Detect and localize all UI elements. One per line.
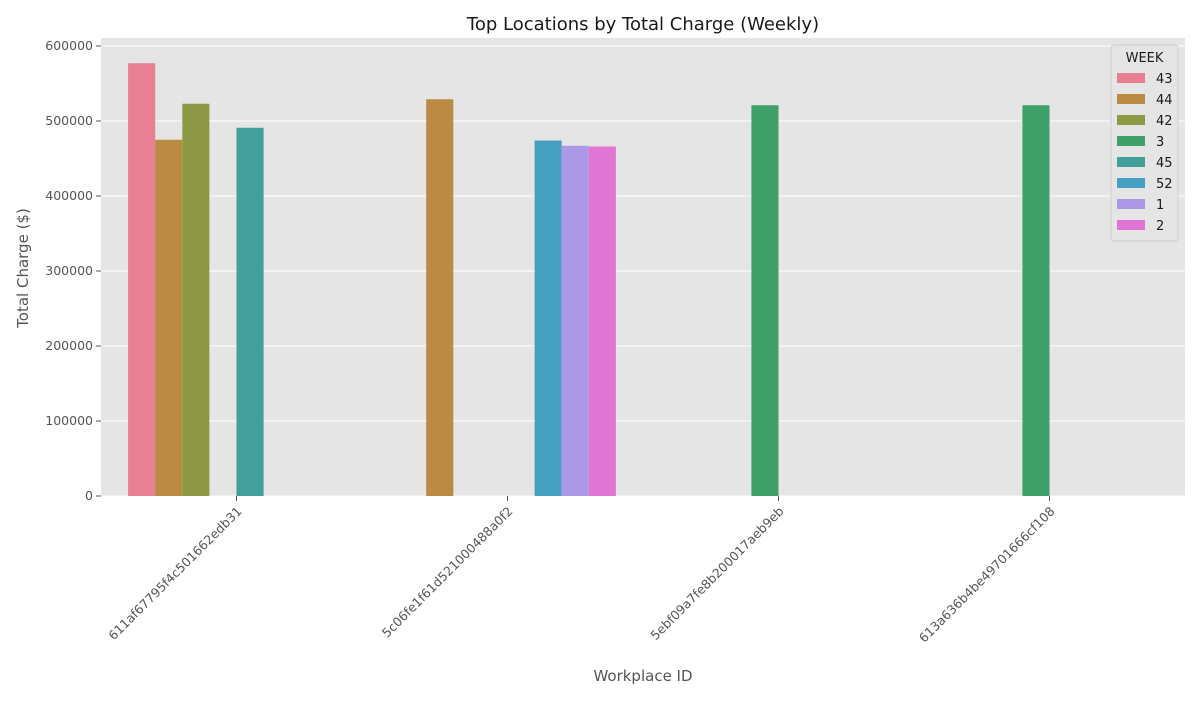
bar (751, 105, 779, 496)
legend-item: 1 (1117, 198, 1164, 213)
bar (155, 139, 183, 496)
chart-title: Top Locations by Total Charge (Weekly) (466, 14, 819, 35)
y-tick-label: 0 (85, 488, 93, 503)
legend-item: 52 (1117, 177, 1173, 192)
grid-lines (101, 45, 1185, 497)
legend-label: 1 (1156, 198, 1164, 213)
legend-item: 3 (1117, 135, 1164, 150)
y-tick-label: 600000 (45, 38, 93, 53)
x-axis-ticks: 611af67795f4c501662edb31 5c06fe1f61d52100… (105, 496, 1058, 645)
y-axis-ticks: 0 100000 200000 300000 400000 500000 600000 (45, 38, 101, 503)
legend-item: 44 (1117, 93, 1173, 108)
y-tick-label: 100000 (45, 413, 93, 428)
legend-swatch (1117, 73, 1145, 83)
x-tick-label: 5c06fe1f61d521000488a0f2 (379, 504, 516, 641)
legend-swatch (1117, 157, 1145, 167)
legend-label: 44 (1156, 93, 1173, 108)
legend-swatch (1117, 136, 1145, 146)
legend-label: 52 (1156, 177, 1173, 192)
legend: WEEK 43 44 42 3 45 52 1 2 (1110, 44, 1179, 242)
x-tick-label: 613a636b4be49701666cf108 (916, 503, 1058, 645)
x-tick-label: 611af67795f4c501662edb31 (105, 504, 244, 643)
legend-swatch (1117, 94, 1145, 104)
bars (128, 63, 1050, 496)
bar (182, 103, 210, 496)
legend-label: 43 (1156, 72, 1173, 87)
legend-title: WEEK (1126, 51, 1164, 66)
x-axis-label: Workplace ID (593, 667, 692, 685)
legend-label: 3 (1156, 135, 1164, 150)
bar (236, 127, 264, 496)
legend-items: 43 44 42 3 45 52 1 2 (1117, 72, 1173, 234)
legend-label: 2 (1156, 219, 1164, 234)
x-tick-label: 5ebf09a7fe8b200017aeb9eb (647, 503, 786, 642)
bar (561, 145, 589, 496)
legend-label: 45 (1156, 156, 1173, 171)
legend-swatch (1117, 220, 1145, 230)
legend-item: 43 (1117, 72, 1173, 87)
bar (1022, 105, 1050, 496)
legend-item: 45 (1117, 156, 1173, 171)
plot-area (101, 38, 1185, 496)
bar (426, 99, 454, 496)
legend-swatch (1117, 178, 1145, 188)
legend-label: 42 (1156, 114, 1173, 129)
legend-item: 2 (1117, 219, 1164, 234)
y-tick-label: 500000 (45, 113, 93, 128)
bar (588, 146, 616, 496)
bar (534, 140, 562, 496)
bar (128, 63, 156, 496)
legend-item: 42 (1117, 114, 1173, 129)
y-tick-label: 300000 (45, 263, 93, 278)
legend-swatch (1117, 115, 1145, 125)
y-axis-label: Total Charge ($) (14, 208, 32, 329)
y-tick-label: 200000 (45, 338, 93, 353)
y-tick-label: 400000 (45, 188, 93, 203)
legend-swatch (1117, 199, 1145, 209)
